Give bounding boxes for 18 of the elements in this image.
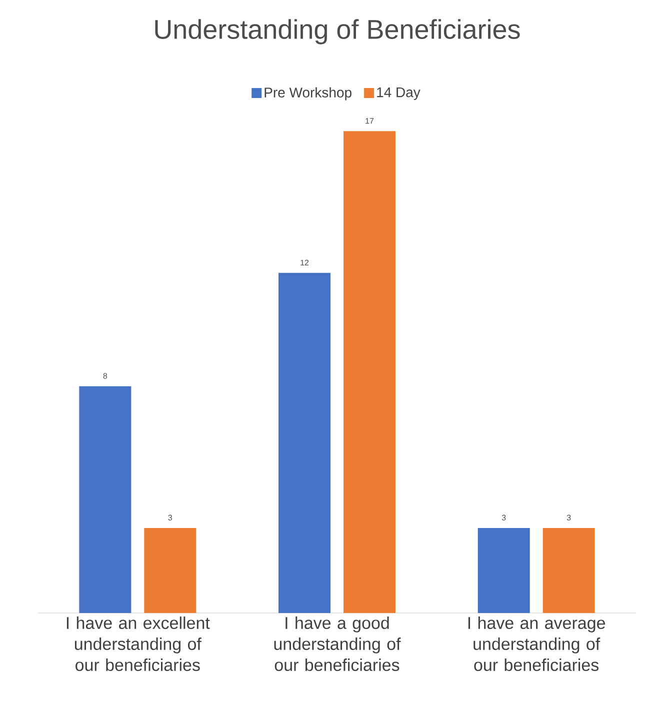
chart-title: Understanding of Beneficiaries <box>155 19 520 44</box>
data-label: 17 <box>366 118 374 124</box>
legend-label: 14 Day <box>377 87 420 100</box>
bar <box>478 528 530 613</box>
bar <box>79 386 132 613</box>
x-tick-label: I have a good understanding of our beneficiaries <box>274 616 401 672</box>
bar <box>144 528 196 613</box>
legend-label: Pre Workshop <box>264 87 352 100</box>
x-tick-label: I have an average understanding of our beneficiaries <box>468 616 606 672</box>
data-label: 3 <box>168 514 172 520</box>
x-tick-label: I have an excellent understanding of our beneficiaries <box>66 616 210 672</box>
bar <box>542 528 595 613</box>
bar <box>278 272 331 613</box>
data-label: 12 <box>300 260 309 266</box>
data-label: 3 <box>502 514 506 520</box>
data-label: 8 <box>103 373 108 379</box>
data-label: 3 <box>566 514 571 520</box>
bar <box>344 131 396 613</box>
